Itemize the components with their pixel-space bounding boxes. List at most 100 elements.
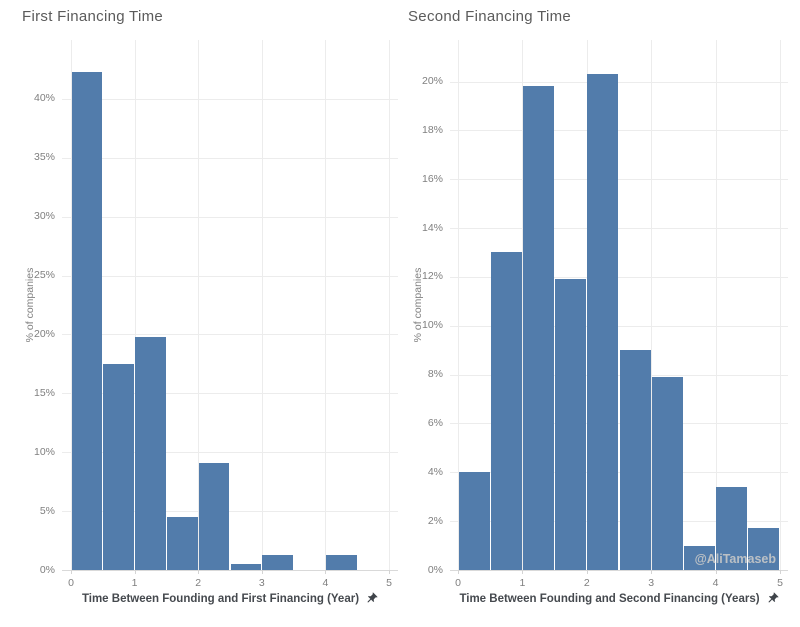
y-tick-label: 16%: [421, 173, 443, 185]
x-tick-label: 3: [648, 577, 655, 589]
y-tick-label: 8%: [427, 368, 443, 380]
gridline-horizontal: [62, 334, 398, 335]
histogram-bar[interactable]: [522, 86, 555, 570]
gridline-horizontal: [450, 423, 788, 424]
histogram-bar[interactable]: [619, 350, 651, 570]
y-tick-label: 20%: [33, 328, 55, 340]
chart-panel-second-financing: Second Financing Time % of companies Tim…: [400, 0, 800, 627]
y-tick-label: 18%: [421, 124, 443, 136]
gridline-vertical: [458, 40, 459, 570]
x-tick-label: 4: [322, 577, 329, 589]
histogram-bar[interactable]: [325, 554, 357, 570]
x-tick-label: 1: [131, 577, 138, 589]
x-axis-title: Time Between Founding and First Financin…: [62, 592, 398, 605]
y-tick-label: 10%: [33, 446, 55, 458]
gridline-horizontal: [450, 130, 788, 131]
gridline-horizontal: [62, 393, 398, 394]
x-tick-mark: [716, 570, 717, 574]
gridline-horizontal: [450, 521, 788, 522]
x-axis-title: Time Between Founding and Second Financi…: [450, 592, 788, 605]
gridline-horizontal: [450, 228, 788, 229]
gridline-vertical: [389, 40, 390, 570]
pushpin-icon: [768, 592, 778, 603]
x-tick-label: 4: [712, 577, 719, 589]
histogram-bar[interactable]: [262, 554, 294, 570]
x-tick-mark: [325, 570, 326, 574]
x-tick-label: 5: [777, 577, 783, 589]
x-tick-label: 5: [386, 577, 392, 589]
histogram-bar[interactable]: [716, 486, 748, 570]
x-tick-label: 3: [258, 577, 265, 589]
x-tick-mark: [135, 570, 136, 574]
histogram-bar[interactable]: [135, 336, 166, 570]
gridline-vertical: [716, 40, 717, 570]
y-tick-label: 15%: [33, 387, 55, 399]
histogram-bar[interactable]: [458, 472, 490, 570]
chart-title: Second Financing Time: [408, 8, 572, 25]
gridline-horizontal: [450, 277, 788, 278]
gridline-horizontal: [450, 375, 788, 376]
y-tick-label: 12%: [421, 270, 443, 282]
gridline-vertical: [135, 40, 136, 570]
y-tick-label: 0%: [427, 564, 443, 576]
histogram-bar[interactable]: [166, 517, 198, 570]
plot-area: [450, 40, 788, 571]
gridline-horizontal: [450, 472, 788, 473]
gridline-horizontal: [62, 217, 398, 218]
gridline-vertical: [198, 40, 199, 570]
gridline-vertical: [262, 40, 263, 570]
plot-area: [62, 40, 398, 571]
gridline-vertical: [522, 40, 523, 570]
x-tick-mark: [522, 570, 523, 574]
x-tick-mark: [262, 570, 263, 574]
y-tick-label: 10%: [421, 319, 443, 331]
histogram-bar[interactable]: [103, 363, 135, 570]
zero-line: [450, 570, 788, 571]
chart-panel-first-financing: First Financing Time % of companies Time…: [22, 8, 398, 605]
zero-line: [62, 570, 398, 571]
gridline-horizontal: [62, 276, 398, 277]
y-tick-label: 35%: [33, 151, 55, 163]
histogram-bar[interactable]: [748, 528, 780, 570]
watermark: @AliTamaseb: [694, 552, 776, 566]
histogram-bar[interactable]: [651, 377, 683, 570]
gridline-horizontal: [450, 82, 788, 83]
x-tick-label: 2: [195, 577, 202, 589]
gridline-horizontal: [62, 99, 398, 100]
gridline-vertical: [325, 40, 326, 570]
y-tick-label: 0%: [39, 564, 55, 576]
x-tick-label: 1: [519, 577, 526, 589]
x-tick-mark: [389, 570, 390, 574]
histogram-bar[interactable]: [71, 71, 103, 570]
y-tick-label: 14%: [421, 222, 443, 234]
x-tick-mark: [587, 570, 588, 574]
chart-title: First Financing Time: [22, 8, 164, 25]
x-tick-label: 0: [68, 577, 74, 589]
histogram-bar[interactable]: [198, 462, 230, 570]
pushpin-icon: [367, 592, 378, 603]
gridline-horizontal: [450, 179, 788, 180]
x-tick-label: 0: [455, 577, 461, 589]
y-tick-label: 6%: [427, 417, 443, 429]
gridline-vertical: [651, 40, 652, 570]
y-tick-label: 5%: [39, 505, 55, 517]
y-tick-label: 2%: [427, 515, 443, 527]
gridline-horizontal: [62, 158, 398, 159]
x-tick-mark: [71, 570, 72, 574]
histogram-bar[interactable]: [587, 74, 619, 570]
gridline-horizontal: [62, 452, 398, 453]
x-axis-title-text: Time Between Founding and First Financin…: [81, 592, 360, 605]
x-tick-mark: [651, 570, 652, 574]
histogram-bar[interactable]: [555, 279, 587, 570]
gridline-horizontal: [450, 326, 788, 327]
histogram-bar[interactable]: [230, 564, 262, 570]
x-tick-label: 2: [583, 577, 590, 589]
y-tick-label: 30%: [33, 210, 55, 222]
x-tick-mark: [780, 570, 781, 574]
x-axis-title-text: Time Between Founding and Second Financi…: [459, 592, 760, 605]
y-tick-label: 40%: [33, 92, 55, 104]
histogram-bar[interactable]: [683, 545, 716, 570]
histogram-bar[interactable]: [490, 252, 522, 570]
gridline-horizontal: [62, 511, 398, 512]
